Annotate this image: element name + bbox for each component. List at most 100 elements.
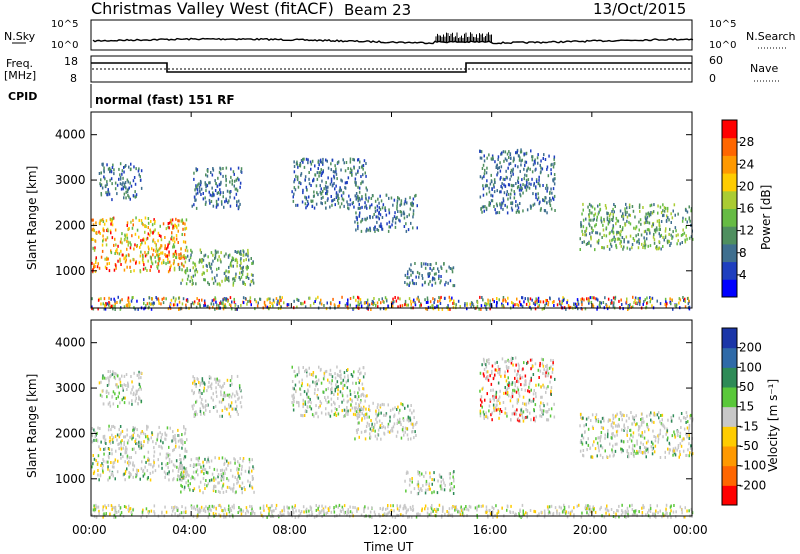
range-cell xyxy=(349,171,351,175)
range-cell xyxy=(116,248,118,252)
range-cell xyxy=(93,229,95,233)
range-cell xyxy=(313,301,315,305)
range-cell xyxy=(100,380,102,384)
range-cell xyxy=(110,222,112,226)
range-cell xyxy=(145,225,147,229)
range-cell xyxy=(123,170,125,174)
range-cell xyxy=(537,305,539,309)
range-cell xyxy=(527,299,530,303)
range-cell xyxy=(135,396,137,400)
range-cell xyxy=(611,450,614,454)
range-cell xyxy=(377,428,380,432)
range-cell xyxy=(309,304,312,308)
range-cell xyxy=(234,187,237,191)
range-cell xyxy=(643,450,645,454)
range-cell xyxy=(357,395,360,399)
range-cell xyxy=(658,240,660,244)
range-cell xyxy=(304,409,307,413)
range-cell xyxy=(396,207,398,211)
range-cell xyxy=(379,424,382,428)
range-cell xyxy=(222,302,224,306)
range-cell xyxy=(116,301,118,304)
range-cell xyxy=(358,196,361,200)
range-cell xyxy=(593,217,595,221)
range-cell xyxy=(662,435,664,439)
range-cell xyxy=(617,230,620,234)
range-cell xyxy=(172,245,174,249)
range-cell xyxy=(144,433,147,436)
range-cell xyxy=(503,305,505,309)
range-cell xyxy=(227,254,230,258)
range-cell xyxy=(670,515,672,519)
range-cell xyxy=(523,152,525,156)
range-cell xyxy=(402,210,405,214)
range-cell xyxy=(127,243,129,247)
range-cell xyxy=(632,237,635,240)
range-cell xyxy=(273,300,275,304)
range-cell xyxy=(136,228,139,232)
range-cell xyxy=(653,238,656,242)
range-cell xyxy=(373,213,375,216)
range-cell xyxy=(501,304,503,308)
range-cell xyxy=(498,166,500,170)
range-cell xyxy=(525,302,528,306)
range-cell xyxy=(359,379,361,383)
range-cell xyxy=(101,243,104,247)
range-cell xyxy=(180,281,182,285)
range-cell xyxy=(633,444,636,448)
range-cell xyxy=(411,411,413,415)
range-cell xyxy=(388,225,390,229)
range-cell xyxy=(239,185,241,189)
range-cell xyxy=(299,392,302,396)
range-cell xyxy=(637,239,639,243)
range-cell xyxy=(135,473,137,476)
range-cell xyxy=(153,461,155,465)
range-cell xyxy=(357,304,359,308)
range-cell xyxy=(102,234,104,238)
range-cell xyxy=(327,197,329,201)
range-cell xyxy=(194,273,196,277)
range-cell xyxy=(545,302,548,306)
range-cell xyxy=(179,477,181,481)
range-cell xyxy=(257,301,259,305)
range-cell xyxy=(496,297,498,300)
range-cell xyxy=(125,254,128,258)
range-cell xyxy=(678,455,680,459)
range-cell xyxy=(227,270,229,274)
range-cell xyxy=(293,396,295,400)
range-cell xyxy=(234,258,237,262)
range-cell xyxy=(206,471,209,475)
range-cell xyxy=(624,222,627,226)
range-cell xyxy=(496,360,498,364)
range-cell xyxy=(507,376,509,380)
range-cell xyxy=(598,210,600,214)
range-cell xyxy=(447,304,449,308)
range-cell xyxy=(202,381,204,385)
range-cell xyxy=(542,157,544,160)
range-cell xyxy=(306,370,308,374)
range-cell xyxy=(438,473,441,477)
range-cell xyxy=(185,481,187,485)
range-cell xyxy=(485,411,487,415)
range-cell xyxy=(692,237,694,241)
range-cell xyxy=(181,439,184,443)
range-cell xyxy=(524,185,526,189)
range-cell xyxy=(656,228,658,232)
range-cell xyxy=(220,300,222,304)
range-cell xyxy=(136,392,138,395)
range-cell xyxy=(352,307,355,311)
range-cell xyxy=(185,298,188,302)
range-cell xyxy=(238,474,240,478)
range-cell xyxy=(242,459,244,463)
range-cell xyxy=(350,373,353,376)
range-cell xyxy=(576,305,578,309)
range-cell xyxy=(519,194,522,198)
range-cell xyxy=(212,392,214,396)
range-cell xyxy=(123,435,125,439)
range-cell xyxy=(124,478,126,482)
range-cell xyxy=(493,185,495,189)
range-cell xyxy=(149,255,152,259)
range-cell xyxy=(661,423,663,427)
range-cell xyxy=(368,415,370,419)
range-cell xyxy=(97,298,100,302)
